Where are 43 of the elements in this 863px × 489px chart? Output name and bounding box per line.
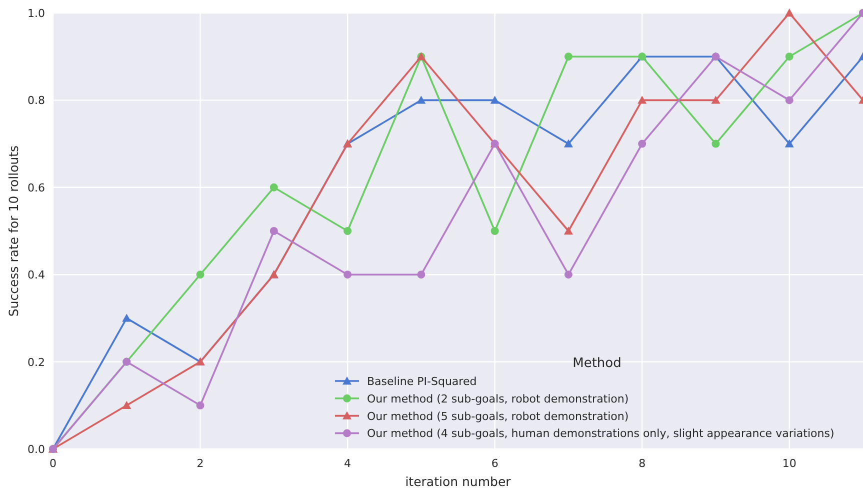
point <box>564 270 572 279</box>
x-axis-title: iteration number <box>405 474 512 489</box>
point <box>196 270 204 279</box>
legend-title: Method <box>572 356 622 371</box>
x-tick-label: 4 <box>344 457 352 470</box>
point <box>344 227 352 235</box>
legend-label: Our method (2 sub-goals, robot demonstration) <box>367 392 629 406</box>
point <box>784 8 794 17</box>
x-tick-label: 8 <box>638 457 646 470</box>
y-tick-label: 0.0 <box>28 443 45 456</box>
x-tick-label: 0 <box>50 457 56 470</box>
x-tick-label: 6 <box>491 457 498 470</box>
y-tick-label: 0.8 <box>28 94 45 108</box>
point <box>196 401 204 410</box>
point <box>490 96 500 104</box>
point <box>638 140 646 148</box>
legend-label: Our method (5 sub-goals, robot demonstration) <box>367 410 629 423</box>
x-tick-label: 2 <box>196 457 204 470</box>
point <box>270 227 278 235</box>
point <box>785 96 794 104</box>
point <box>785 52 794 61</box>
point <box>564 52 572 61</box>
point <box>122 314 132 322</box>
point <box>122 400 132 409</box>
point <box>784 139 794 148</box>
legend-label: Baseline PI-Squared <box>367 375 477 388</box>
point <box>416 96 426 104</box>
x-tick-label: 10 <box>782 457 796 470</box>
point <box>711 96 720 104</box>
point <box>564 226 573 235</box>
y-axis-title: Success rate for 10 rollouts <box>6 145 21 317</box>
point <box>564 139 573 148</box>
y-tick-label: 0.2 <box>28 356 45 369</box>
point <box>490 227 499 235</box>
y-tick-label: 1.0 <box>28 7 45 20</box>
point <box>417 270 426 279</box>
point <box>712 140 720 148</box>
point <box>638 96 647 104</box>
y-tick-label: 0.6 <box>28 181 45 194</box>
point <box>270 183 278 192</box>
point <box>344 270 352 279</box>
y-tick-label: 0.4 <box>28 268 45 282</box>
legend-label: Our method (4 sub-goals, human demonstrations only, slight appearance variations) <box>367 427 834 440</box>
